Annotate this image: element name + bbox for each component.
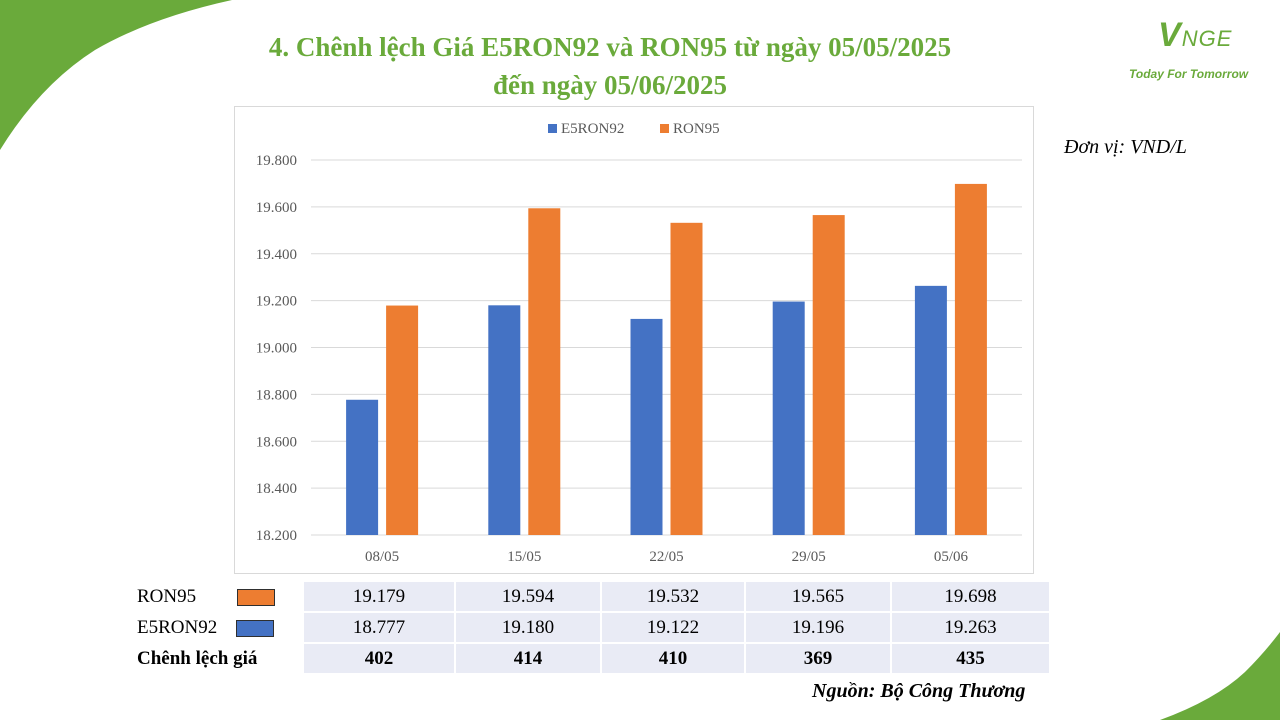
top-left-leaf	[0, 0, 232, 150]
table-cell: 19.532	[600, 582, 745, 613]
x-tick-label: 05/06	[934, 549, 969, 565]
row-label-cell: E5RON92	[137, 612, 303, 643]
legend-swatch	[548, 124, 557, 133]
table-cell: 19.179	[302, 582, 455, 613]
table-cell: 402	[302, 643, 455, 675]
bottom-right-leaf	[1160, 632, 1280, 720]
y-tick-label: 19.200	[256, 294, 297, 310]
bar-e5ron92	[914, 285, 947, 535]
y-tick-label: 18.800	[256, 387, 297, 403]
row-label: E5RON92	[137, 616, 218, 638]
table-cell: 414	[454, 643, 601, 675]
table-row-e5ron92: E5RON92 18.777 19.180 19.122 19.196 19.2…	[137, 612, 1049, 644]
bar-ron95	[812, 215, 845, 535]
table-cell: 369	[744, 643, 891, 675]
bar-ron95	[954, 183, 987, 535]
logo-mark: VNGE	[1158, 16, 1232, 55]
bar-e5ron92	[346, 399, 379, 535]
table-cell: 19.122	[600, 612, 745, 644]
bar-ron95	[386, 305, 419, 535]
company-logo: VNGE Today For Tomorrow	[1120, 14, 1270, 86]
slide-title-line1: 4. Chênh lệch Giá E5RON92 và RON95 từ ng…	[268, 32, 952, 62]
logo-mark-v: V	[1158, 16, 1182, 54]
table-row-difference: Chênh lệch giá 402 414 410 369 435	[137, 643, 1049, 675]
legend-label: E5RON92	[561, 121, 624, 137]
table-row-ron95: RON95 19.179 19.594 19.532 19.565 19.698	[137, 582, 1049, 613]
bar-ron95	[670, 222, 703, 535]
bar-ron95	[528, 208, 561, 535]
legend-swatch	[660, 124, 669, 133]
source-note: Nguồn: Bộ Công Thương	[812, 680, 1026, 702]
table-cell: 19.565	[744, 582, 891, 613]
slide-title-line2: đến ngày 05/06/2025	[492, 70, 728, 100]
table-cell: 435	[890, 643, 1049, 675]
y-tick-label: 19.400	[256, 247, 297, 263]
table-cell: 19.263	[890, 612, 1049, 644]
x-tick-label: 29/05	[792, 549, 826, 565]
bar-chart-svg: 18.200 18.400 18.600 18.800 19.000 19.200 19.4…	[256, 121, 1022, 565]
x-tick-label: 08/05	[365, 549, 399, 565]
bar-e5ron92	[772, 301, 805, 535]
row-label-cell: RON95	[137, 582, 303, 612]
legend-label: RON95	[673, 121, 720, 137]
table-cell: 410	[600, 643, 745, 675]
table-cell: 18.777	[302, 612, 455, 644]
logo-tagline: Today For Tomorrow	[1129, 67, 1249, 81]
y-tick-label: 19.800	[256, 153, 297, 169]
price-table: RON95 19.179 19.594 19.532 19.565 19.698…	[137, 582, 1049, 675]
x-tick-label: 15/05	[507, 549, 541, 565]
unit-label: Đơn vị: VND/L	[1064, 136, 1187, 158]
y-tick-label: 19.600	[256, 200, 297, 216]
x-tick-label: 22/05	[649, 549, 683, 565]
bar-e5ron92	[630, 318, 663, 535]
table-cell: 19.698	[890, 582, 1049, 613]
y-tick-label: 18.200	[256, 528, 297, 544]
e5ron92-swatch	[235, 619, 274, 637]
row-label: RON95	[137, 586, 197, 607]
bar-e5ron92	[488, 305, 521, 535]
table-cell: 19.594	[454, 582, 601, 613]
y-tick-label: 19.000	[256, 341, 297, 357]
ron95-swatch	[236, 589, 275, 607]
slide-title: 4. Chênh lệch Giá E5RON92 và RON95 từ ng…	[150, 28, 1070, 104]
y-tick-label: 18.600	[256, 434, 297, 450]
bar-chart: 18.200 18.400 18.600 18.800 19.000 19.200 19.4…	[234, 106, 1034, 574]
table-cell: 19.180	[454, 612, 601, 644]
table-cell: 19.196	[744, 612, 891, 644]
y-tick-label: 18.400	[256, 481, 297, 497]
row-label: Chênh lệch giá	[137, 643, 303, 674]
logo-mark-rest: NGE	[1181, 26, 1233, 51]
